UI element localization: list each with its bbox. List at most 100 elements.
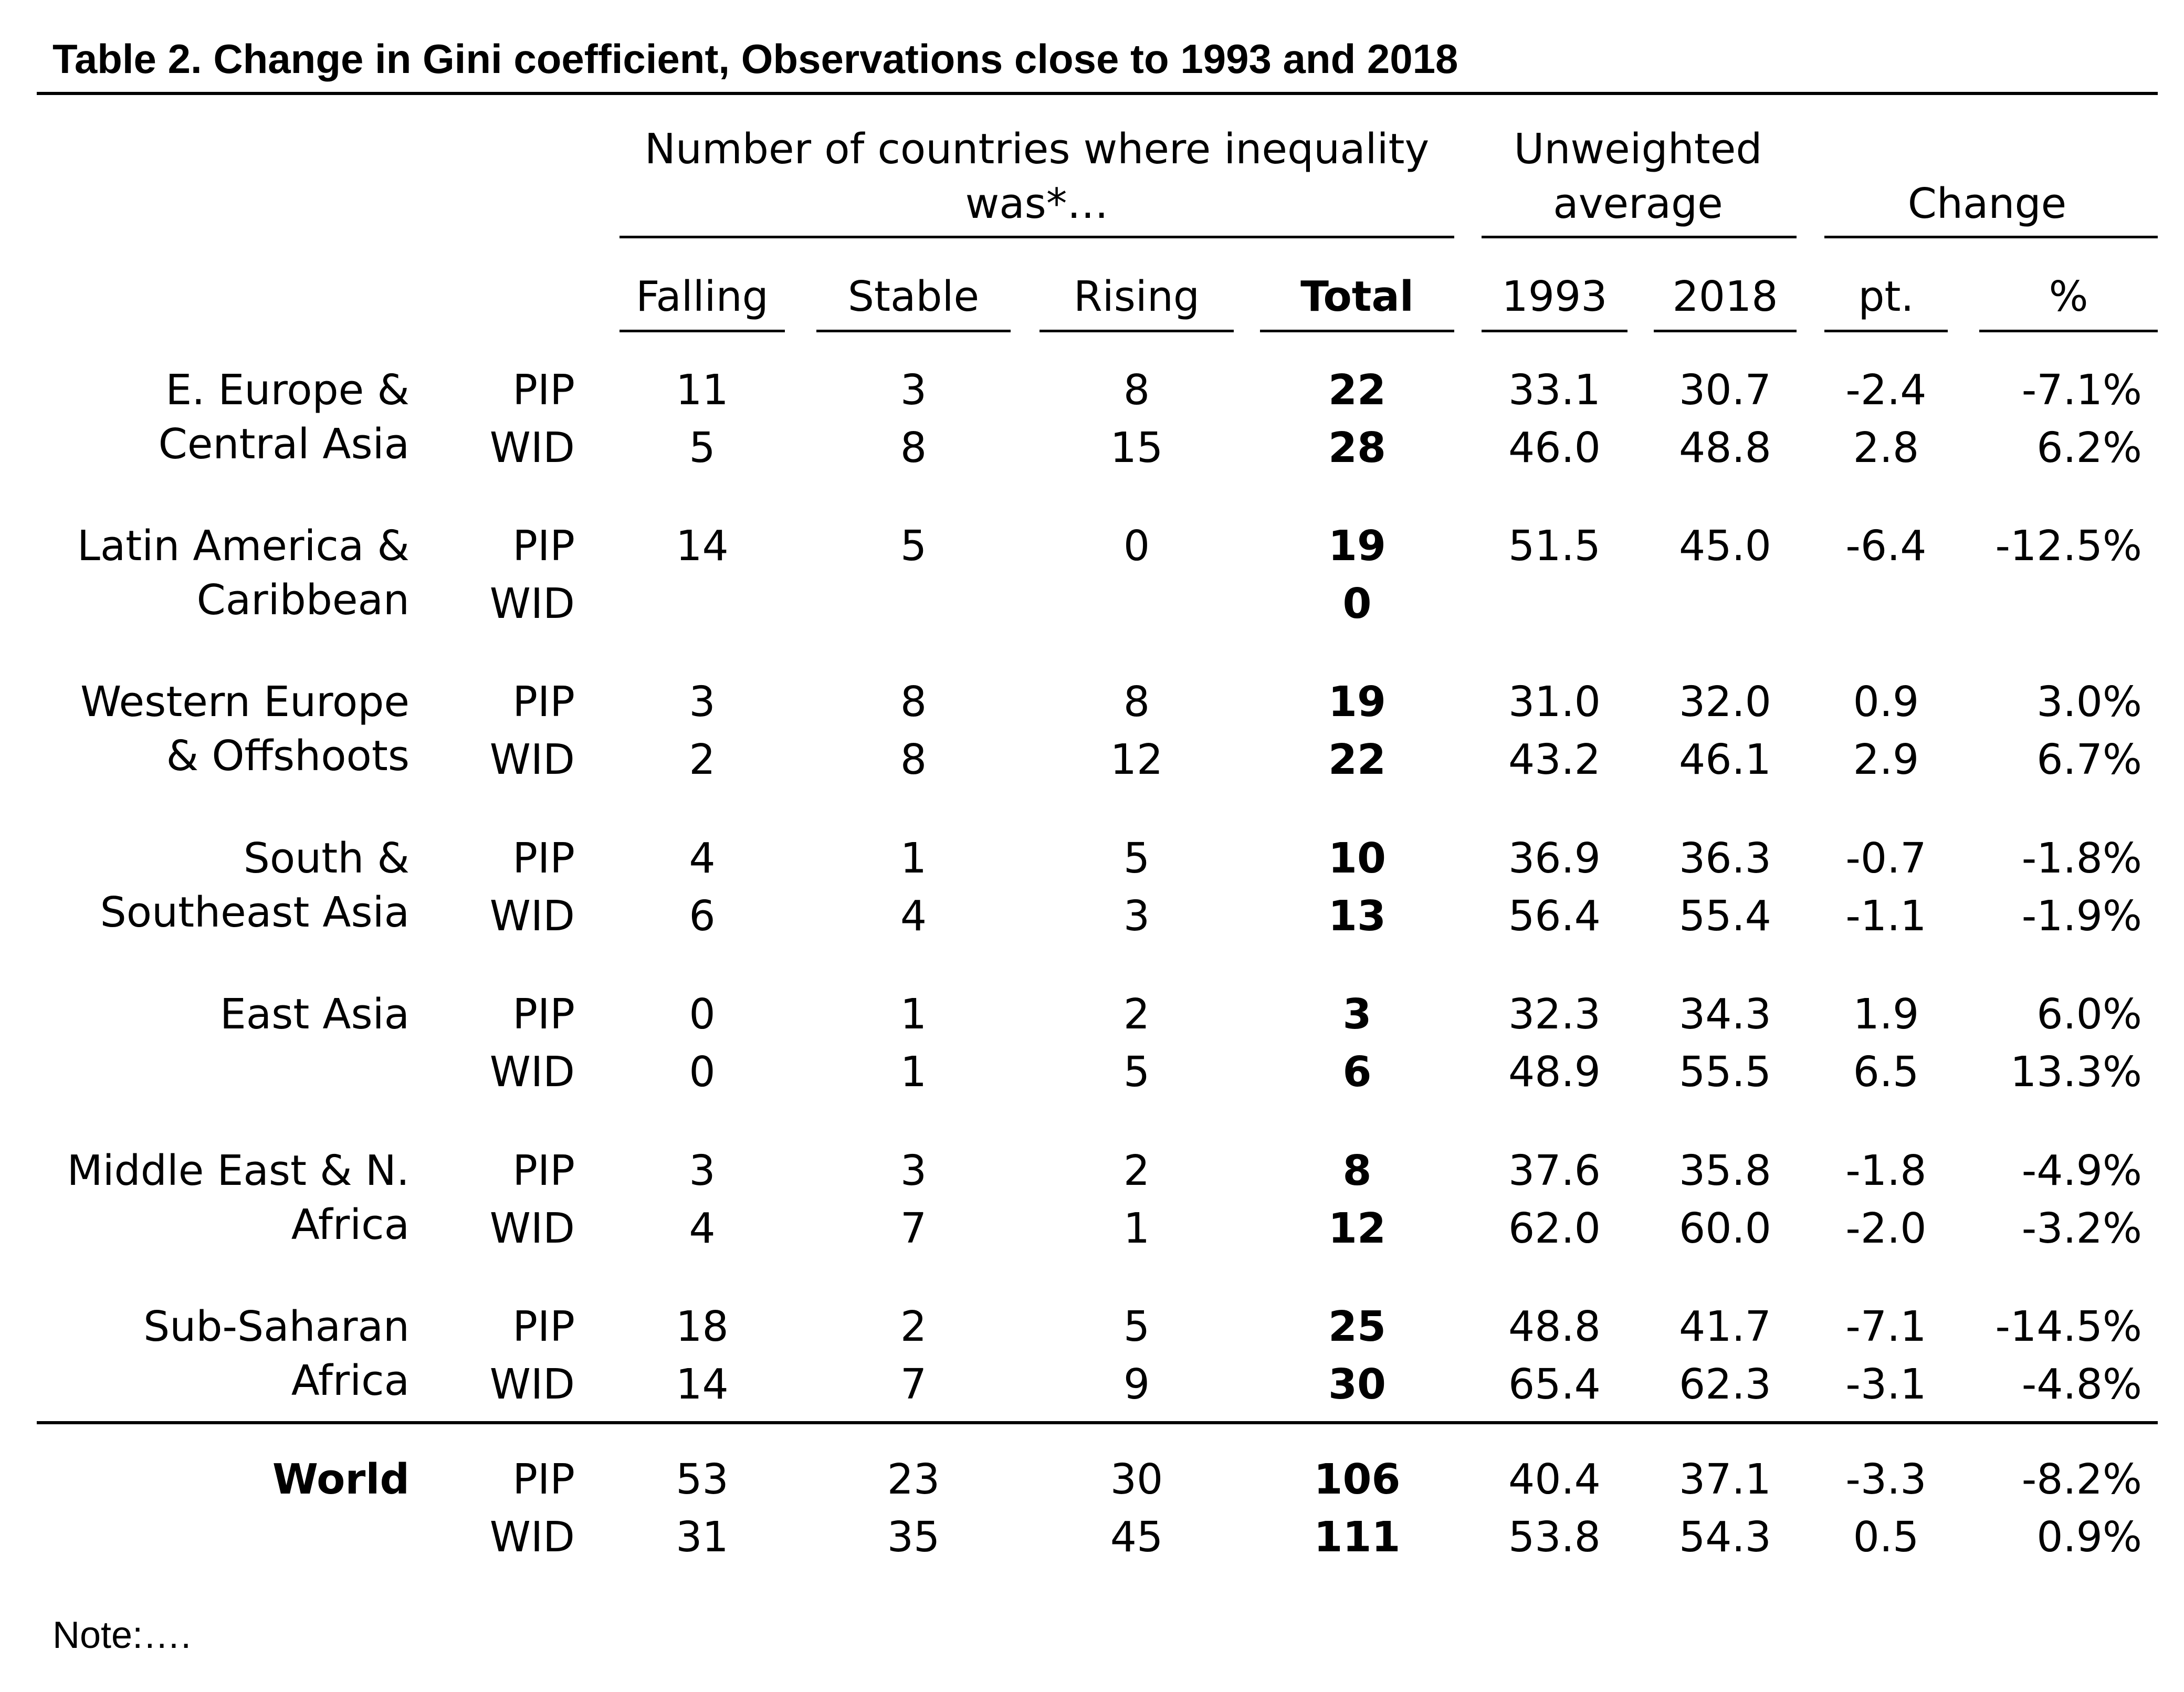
region-name-line: Central Asia: [158, 420, 410, 468]
region-row-y1993: 48.9: [1508, 1048, 1601, 1096]
region-row-rising: 5: [1123, 834, 1150, 882]
region-row-stable: 3: [900, 1147, 927, 1195]
region-row-source: PIP: [512, 366, 575, 414]
region-row-y1993: 43.2: [1508, 735, 1601, 784]
world-row-source: WID: [489, 1513, 575, 1561]
world-row-rising: 30: [1110, 1455, 1163, 1504]
world-row-pt: 0.5: [1853, 1513, 1919, 1561]
column-rule-rising: [1040, 330, 1234, 332]
column-rule-pct: [1979, 330, 2158, 332]
region-row-falling: 2: [689, 735, 716, 784]
world-row-total: 111: [1314, 1513, 1401, 1561]
region-name-line: Southeast Asia: [100, 888, 410, 937]
region-row-y1993: 37.6: [1508, 1147, 1601, 1195]
region-row-source: WID: [489, 580, 575, 628]
world-row-falling: 31: [676, 1513, 729, 1561]
region-row-pt: 6.5: [1853, 1048, 1919, 1096]
column-rule-pt: [1824, 330, 1948, 332]
region-row-pct: -3.2%: [2021, 1204, 2142, 1253]
region-row-pt: [1824, 575, 1948, 633]
region-row-y1993: 46.0: [1508, 424, 1601, 472]
region-row-pct: 6.2%: [2036, 424, 2142, 472]
column-rule-y1993: [1482, 330, 1628, 332]
column-header-rising: Rising: [1073, 272, 1200, 321]
region-row-rising: 9: [1123, 1360, 1150, 1409]
region-row-pt: 2.8: [1853, 424, 1919, 472]
region-row-total: 8: [1342, 1147, 1372, 1195]
region-row-total: 10: [1328, 834, 1386, 882]
region-row-pct: -1.9%: [2021, 892, 2142, 940]
region-row-total: 0: [1342, 580, 1372, 628]
region-name-line: Africa: [291, 1357, 410, 1405]
region-row-falling: 14: [676, 1360, 729, 1409]
region-row-source: PIP: [512, 834, 575, 882]
region-name-line: East Asia: [219, 990, 410, 1038]
column-header-falling: Falling: [636, 272, 769, 321]
region-row-falling: 18: [676, 1302, 729, 1351]
region-row-rising: 2: [1123, 990, 1150, 1038]
region-row-stable: 1: [900, 990, 927, 1038]
region-row-stable: 1: [900, 834, 927, 882]
region-row-total: 19: [1328, 678, 1386, 726]
world-row-y1993: 53.8: [1508, 1513, 1601, 1561]
region-row-stable: 7: [900, 1360, 927, 1409]
region-row-pt: 1.9: [1853, 990, 1919, 1038]
world-row-rising: 45: [1110, 1513, 1163, 1561]
region-name-line: Latin America &: [77, 522, 410, 570]
region-row-total: 22: [1328, 735, 1386, 784]
region-row-y1993: 56.4: [1508, 892, 1601, 940]
region-row-rising: [1040, 575, 1234, 633]
region-row-source: PIP: [512, 1302, 575, 1351]
region-row-rising: 15: [1110, 424, 1163, 472]
region-row-rising: 5: [1123, 1048, 1150, 1096]
world-row-stable: 35: [887, 1513, 940, 1561]
region-row-source: WID: [489, 735, 575, 784]
region-row-stable: 4: [900, 892, 927, 940]
region-row-source: PIP: [512, 1147, 575, 1195]
region-row-pt: 0.9: [1853, 678, 1919, 726]
world-row-y2018: 54.3: [1679, 1513, 1771, 1561]
region-row-y2018: 60.0: [1679, 1204, 1771, 1253]
region-row-falling: 11: [676, 366, 729, 414]
region-row-y1993: [1482, 575, 1628, 633]
region-row-y2018: 62.3: [1679, 1360, 1771, 1409]
region-row-total: 30: [1328, 1360, 1386, 1409]
region-row-falling: 0: [689, 990, 716, 1038]
region-row-falling: 5: [689, 424, 716, 472]
region-row-rising: 8: [1123, 678, 1150, 726]
region-row-y1993: 32.3: [1508, 990, 1601, 1038]
column-header-y2018: 2018: [1672, 272, 1778, 321]
region-name-line: E. Europe &: [165, 366, 410, 414]
region-row-falling: 6: [689, 892, 716, 940]
world-separator-rule: [37, 1421, 2158, 1424]
region-row-source: WID: [489, 1048, 575, 1096]
world-row-pt: -3.3: [1845, 1455, 1927, 1504]
region-name-line: [52, 1039, 410, 1097]
region-row-stable: 8: [900, 678, 927, 726]
region-row-y2018: 41.7: [1679, 1302, 1771, 1351]
region-row-y1993: 36.9: [1508, 834, 1601, 882]
region-row-y2018: 55.5: [1679, 1048, 1771, 1096]
region-name-line: Africa: [291, 1201, 410, 1249]
region-row-pt: -2.4: [1845, 366, 1927, 414]
region-row-pt: -3.1: [1845, 1360, 1927, 1409]
region-row-pct: 6.7%: [2036, 735, 2142, 784]
region-name-line: & Offshoots: [166, 732, 410, 780]
region-row-stable: 8: [900, 735, 927, 784]
region-row-source: PIP: [512, 678, 575, 726]
region-row-pct: 13.3%: [2010, 1048, 2142, 1096]
region-row-rising: 1: [1123, 1204, 1150, 1253]
region-name-line: Western Europe: [80, 678, 410, 726]
region-row-rising: 5: [1123, 1302, 1150, 1351]
region-row-pct: -4.8%: [2021, 1360, 2142, 1409]
region-row-falling: 3: [689, 1147, 716, 1195]
region-row-source: PIP: [512, 990, 575, 1038]
region-row-pt: -7.1: [1845, 1302, 1927, 1351]
region-row-rising: 2: [1123, 1147, 1150, 1195]
region-row-pct: 6.0%: [2036, 990, 2142, 1038]
region-row-rising: 8: [1123, 366, 1150, 414]
region-row-y2018: 45.0: [1679, 522, 1771, 570]
region-row-y2018: 48.8: [1679, 424, 1771, 472]
region-row-stable: 5: [900, 522, 927, 570]
region-row-pt: -0.7: [1845, 834, 1927, 882]
